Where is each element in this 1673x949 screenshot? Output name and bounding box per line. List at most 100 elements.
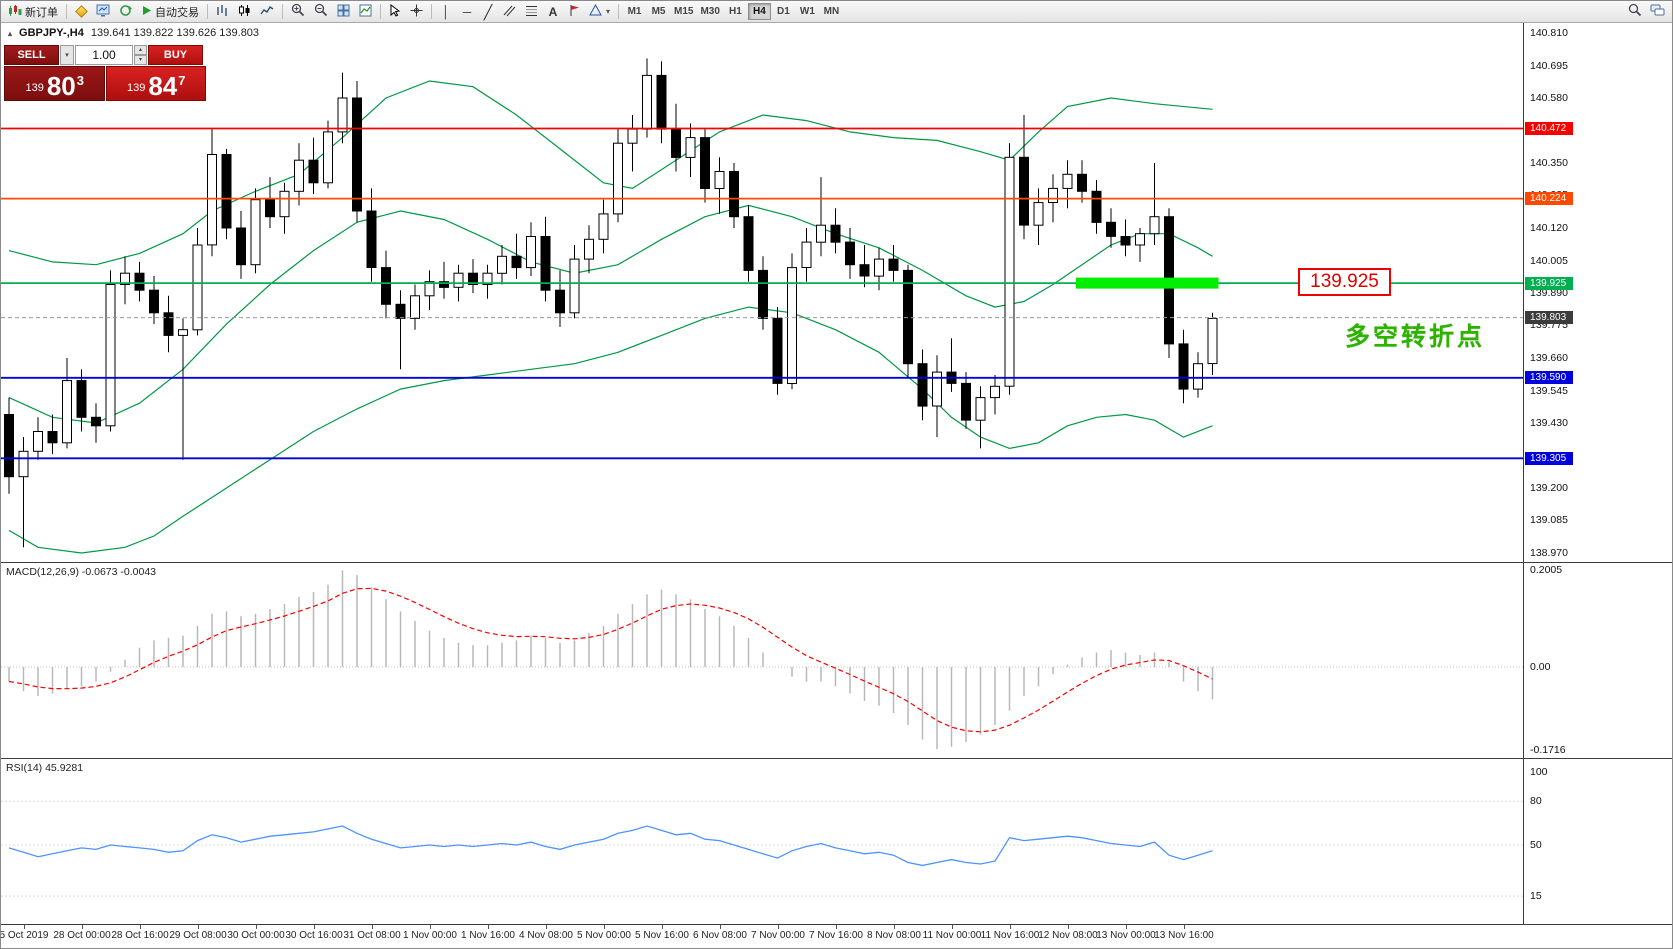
text-tool-button[interactable]: A [543,2,563,22]
sell-price-pip: 3 [76,73,84,88]
chat-button[interactable] [1646,2,1669,22]
bar-chart-button[interactable] [212,2,233,22]
time-axis-tick [1126,925,1127,929]
time-axis-label: 30 Oct 16:00 [285,930,343,941]
time-axis-label: 12 Nov 08:00 [1038,930,1098,941]
zoom-in-button[interactable] [287,2,309,22]
search-button[interactable] [1624,2,1646,22]
mql-community-button[interactable] [71,2,91,22]
timeframe-w1-button[interactable]: W1 [796,3,819,20]
price-axis-tick: 138.970 [1530,547,1568,559]
autotrade-toggle-button[interactable]: 自动交易 [137,2,203,22]
chevron-down-icon: ▾ [606,7,611,16]
time-axis-label: 11 Nov 00:00 [922,930,982,941]
timeframe-m5-button[interactable]: M5 [647,3,670,20]
time-axis-label: 5 Oct 2019 [0,930,49,941]
indicators-icon [359,4,372,20]
sell-price-display[interactable]: 139 80 3 [4,66,105,101]
rsi-panel-canvas[interactable] [1,758,1523,924]
timeframe-m15-button[interactable]: M15 [671,3,696,20]
time-axis-tick [836,925,837,929]
indicator-axis-label: 50 [1530,839,1542,851]
time-axis-label: 1 Nov 16:00 [461,930,515,941]
timeframe-m30-button[interactable]: M30 [697,3,722,20]
trendline-icon: ╱ [483,3,493,20]
cursor-tool-button[interactable] [385,2,405,22]
buy-price-display[interactable]: 139 84 7 [105,66,206,101]
sell-button[interactable]: SELL [4,45,59,65]
price-axis-tick: 140.695 [1530,60,1568,72]
timeframe-mn-button[interactable]: MN [820,3,843,20]
volume-stepper: ▴ ▾ [134,45,147,65]
time-axis-label: 13 Nov 00:00 [1096,930,1156,941]
time-axis-tick [1068,925,1069,929]
channel-tool-button[interactable] [499,2,520,22]
chart-symbol-header: ▴ GBPJPY-,H4 139.641 139.822 139.626 139… [8,27,259,39]
candlestick-chart-button[interactable] [234,2,255,22]
timeframe-h4-button[interactable]: H4 [747,3,771,20]
tile-windows-button[interactable] [333,2,354,22]
indicator-axis-label: 0.00 [1530,661,1551,673]
new-order-label: 新订单 [25,6,58,19]
monitor-icon [96,4,110,20]
horizontal-line-tool-button[interactable]: ─ [457,2,477,22]
vertical-line-icon: │ [442,4,450,19]
line-chart-button[interactable] [256,2,278,22]
price-axis-tick: 140.350 [1530,157,1568,169]
price-axis-tick: 139.660 [1530,352,1568,364]
fibonacci-tool-button[interactable] [521,2,542,22]
main-toolbar: 新订单 自动交易 │ ─ ╱ A ▾ M1 M5 M15 M3 [1,1,1672,23]
vertical-line-tool-button[interactable]: │ [436,2,456,22]
zoom-out-button[interactable] [310,2,332,22]
time-axis-label: 28 Oct 16:00 [111,930,169,941]
symbol-name: GBPJPY-,H4 [19,27,84,39]
trendline-tool-button[interactable]: ╱ [478,2,498,22]
zoom-in-icon [291,3,305,20]
price-axis-tick: 140.580 [1530,92,1568,104]
price-axis-column[interactable]: 140.810140.695140.580140.465140.350140.2… [1523,23,1672,924]
rsi-indicator-label: RSI(14) 45.9281 [6,762,84,774]
timeframe-h1-button[interactable]: H1 [724,3,747,20]
new-order-button[interactable]: 新订单 [4,2,62,22]
buy-button[interactable]: BUY [148,45,203,65]
price-level-badge: 139.305 [1525,452,1573,465]
indicators-button[interactable] [355,2,376,22]
symbol-marker-icon: ▴ [8,28,13,38]
price-annotation-box[interactable]: 139.925 [1298,268,1391,296]
timeframe-d1-button[interactable]: D1 [772,3,795,20]
price-axis-tick: 139.545 [1530,385,1568,397]
price-level-badge: 139.803 [1525,311,1573,324]
volume-input[interactable] [75,45,133,65]
volume-dropdown-button[interactable]: ▾ [60,45,74,65]
time-axis-label: 7 Nov 16:00 [809,930,863,941]
crosshair-icon [410,4,423,20]
time-axis[interactable]: 5 Oct 2019 28 Oct 00:00 28 Oct 16:00 29 Oct… [0,924,1672,948]
refresh-button[interactable] [115,2,136,22]
chat-icon [1650,4,1665,20]
turning-point-label[interactable]: 多空转折点 [1345,323,1486,351]
cycle-icon [119,4,132,20]
indicator-axis-label: -0.1716 [1530,744,1566,756]
shapes-dropdown-button[interactable]: ▾ [585,2,614,22]
volume-down-button[interactable]: ▾ [134,55,147,65]
price-level-badge: 139.925 [1525,277,1573,290]
zoom-out-icon [314,3,328,20]
time-axis-tick [952,925,953,929]
price-chart-canvas[interactable] [1,23,1523,562]
time-axis-label: 4 Nov 08:00 [519,930,573,941]
candlestick-icon [238,4,251,20]
macd-panel-canvas[interactable] [1,562,1523,758]
price-axis-tick: 140.005 [1530,255,1568,267]
crosshair-tool-button[interactable] [406,2,427,22]
bar-chart-icon [216,4,229,20]
indicator-axis-label: 15 [1530,890,1542,902]
label-tool-button[interactable] [564,2,584,22]
panel-separator [1524,562,1672,563]
buy-price-big: 84 [148,71,178,101]
line-chart-icon [260,4,274,20]
volume-up-button[interactable]: ▴ [134,45,147,55]
timeframe-m1-button[interactable]: M1 [623,3,646,20]
cursor-icon [389,3,401,20]
time-axis-tick [894,925,895,929]
charts-window-button[interactable] [92,2,114,22]
